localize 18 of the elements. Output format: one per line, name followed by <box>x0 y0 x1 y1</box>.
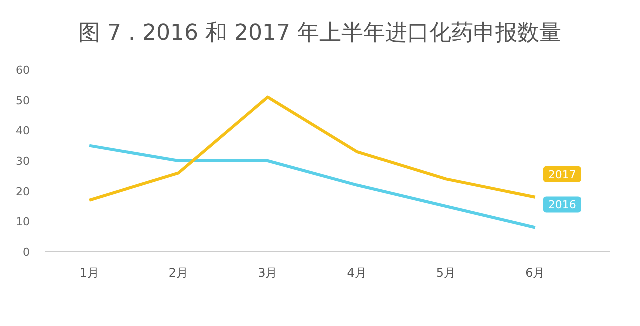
line-series <box>88 96 537 202</box>
y-tick-label: 60 <box>16 64 30 77</box>
y-tick-label: 40 <box>16 124 30 138</box>
line-series <box>88 144 537 230</box>
y-tick-label: 0 <box>23 246 30 259</box>
y-tick-label: 50 <box>16 94 30 108</box>
y-tick-label: 20 <box>16 185 30 198</box>
y-tick-label: 10 <box>16 216 30 229</box>
x-tick-label: 3月 <box>258 266 278 280</box>
x-tick-label: 2月 <box>168 266 189 280</box>
x-tick-label: 6月 <box>526 266 546 280</box>
x-tick-label: 1月 <box>80 266 100 280</box>
y-tick-label: 30 <box>16 155 30 168</box>
x-tick-label: 5月 <box>436 266 456 280</box>
series-label: 2017 <box>548 168 576 182</box>
chart-title: 图 7 . 2016 和 2017 年上半年进口化药申报数量 <box>78 21 562 46</box>
series-label: 2016 <box>548 198 576 212</box>
x-tick-label: 4月 <box>347 266 367 280</box>
